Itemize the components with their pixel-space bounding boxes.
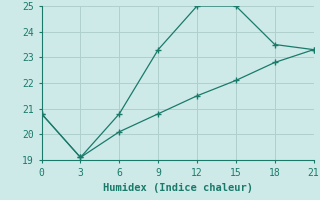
X-axis label: Humidex (Indice chaleur): Humidex (Indice chaleur) bbox=[103, 183, 252, 193]
